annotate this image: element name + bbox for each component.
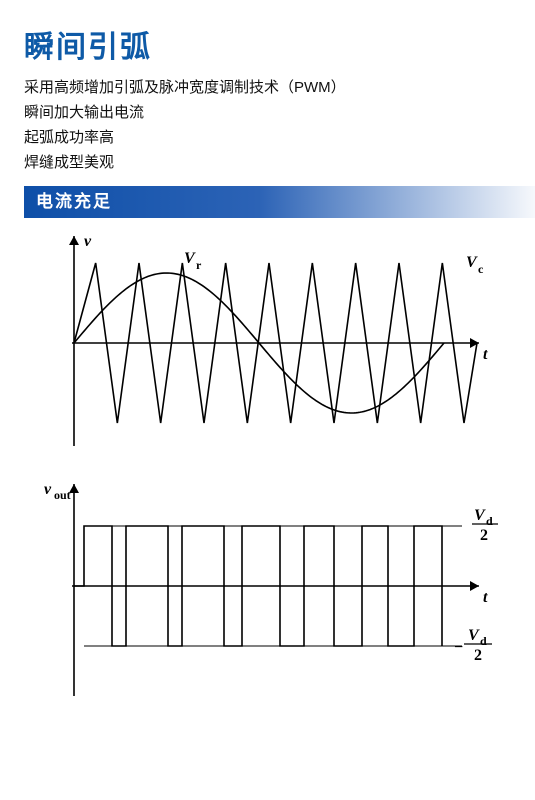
- bullet-2: 瞬间加大输出电流: [24, 101, 511, 122]
- svg-text:V: V: [466, 254, 478, 271]
- feature-list: 采用高频增加引弧及脉冲宽度调制技术（PWM） 瞬间加大输出电流 起弧成功率高 焊…: [24, 76, 511, 172]
- svg-text:V: V: [474, 507, 486, 524]
- pwm-input-chart: vtVrVc: [34, 228, 504, 458]
- svg-text:2: 2: [474, 647, 482, 664]
- page-title: 瞬间引弧: [24, 22, 511, 66]
- bullet-4: 焊缝成型美观: [24, 151, 511, 172]
- svg-text:2: 2: [480, 527, 488, 544]
- svg-text:−: −: [454, 639, 463, 656]
- svg-text:d: d: [480, 634, 487, 648]
- svg-text:out: out: [54, 488, 71, 502]
- svg-text:r: r: [196, 258, 202, 272]
- svg-text:V: V: [184, 250, 196, 267]
- svg-text:t: t: [483, 346, 488, 363]
- svg-text:t: t: [483, 589, 488, 606]
- svg-text:v: v: [84, 233, 92, 250]
- svg-text:d: d: [486, 514, 493, 528]
- bullet-3: 起弧成功率高: [24, 126, 511, 147]
- svg-text:V: V: [468, 627, 480, 644]
- pwm-output-chart: vouttVd2−Vd2: [34, 476, 504, 706]
- svg-text:c: c: [478, 262, 484, 276]
- svg-text:v: v: [44, 481, 52, 498]
- bullet-1: 采用高频增加引弧及脉冲宽度调制技术（PWM）: [24, 76, 511, 97]
- section-band: 电流充足: [24, 186, 535, 218]
